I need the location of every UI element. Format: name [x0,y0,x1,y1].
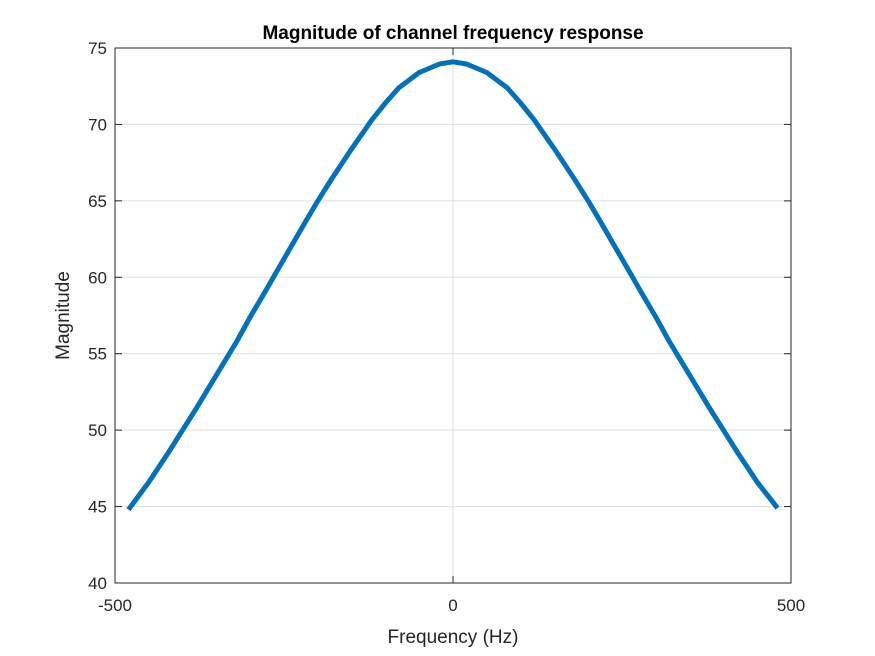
grid [115,48,791,583]
x-tick-label: -500 [98,596,132,615]
x-tick-label: 0 [448,596,457,615]
y-axis-label: Magnitude [53,271,74,360]
y-tick-label: 45 [88,498,107,517]
chart-title: Magnitude of channel frequency response [262,23,643,44]
x-tick-label: 500 [777,596,805,615]
x-axis-label: Frequency (Hz) [388,627,519,648]
series-layer [126,59,780,512]
y-tick-label: 60 [88,268,107,287]
ticks: 40 45 50 55 60 65 70 75 -500 0 500 [88,39,805,615]
y-tick-label: 70 [88,115,107,134]
series-line [126,59,780,512]
y-tick-label: 65 [88,192,107,211]
y-tick-label: 75 [88,39,107,58]
y-tick-label: 50 [88,421,107,440]
y-tick-label: 55 [88,345,107,364]
y-tick-label: 40 [88,574,107,593]
